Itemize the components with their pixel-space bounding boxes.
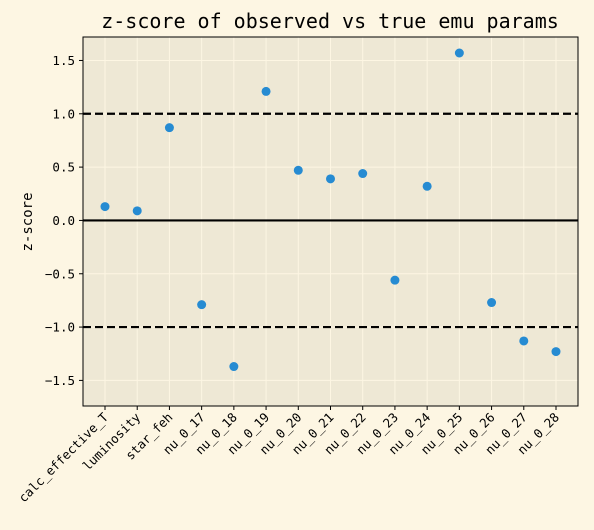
- data-point: [551, 347, 561, 357]
- data-point: [519, 336, 529, 346]
- data-point: [422, 181, 432, 191]
- data-point: [100, 202, 110, 212]
- y-axis-ticks: −1.5 −1.0 −0.5 0.0 0.5 1.0 1.5: [45, 53, 83, 388]
- data-point: [261, 86, 271, 96]
- y-axis-label: z-score: [20, 192, 36, 251]
- data-point: [229, 362, 239, 372]
- data-point: [454, 48, 464, 58]
- y-tick-label: 1.0: [52, 106, 75, 121]
- data-point: [164, 123, 174, 133]
- y-tick-label: −0.5: [45, 266, 75, 281]
- plot-frame: [82, 36, 579, 407]
- data-point: [358, 169, 368, 179]
- data-point: [197, 300, 207, 310]
- x-axis-ticks: calc_effective_Tluminositystar_fehnu_0_1…: [15, 406, 562, 505]
- y-tick-label: 1.5: [52, 53, 75, 68]
- data-point: [326, 174, 335, 184]
- data-point: [132, 206, 142, 216]
- data-point: [487, 298, 497, 308]
- y-tick-label: −1.5: [45, 373, 75, 388]
- y-tick-label: −1.0: [45, 320, 75, 335]
- reference-lines: [83, 112, 578, 329]
- chart-title: z-score of observed vs true emu params: [101, 9, 559, 33]
- data-point: [293, 165, 303, 175]
- y-tick-label: 0.5: [52, 160, 75, 175]
- data-point: [390, 275, 400, 285]
- y-tick-label: 0.0: [52, 213, 75, 228]
- data-points: [100, 48, 561, 372]
